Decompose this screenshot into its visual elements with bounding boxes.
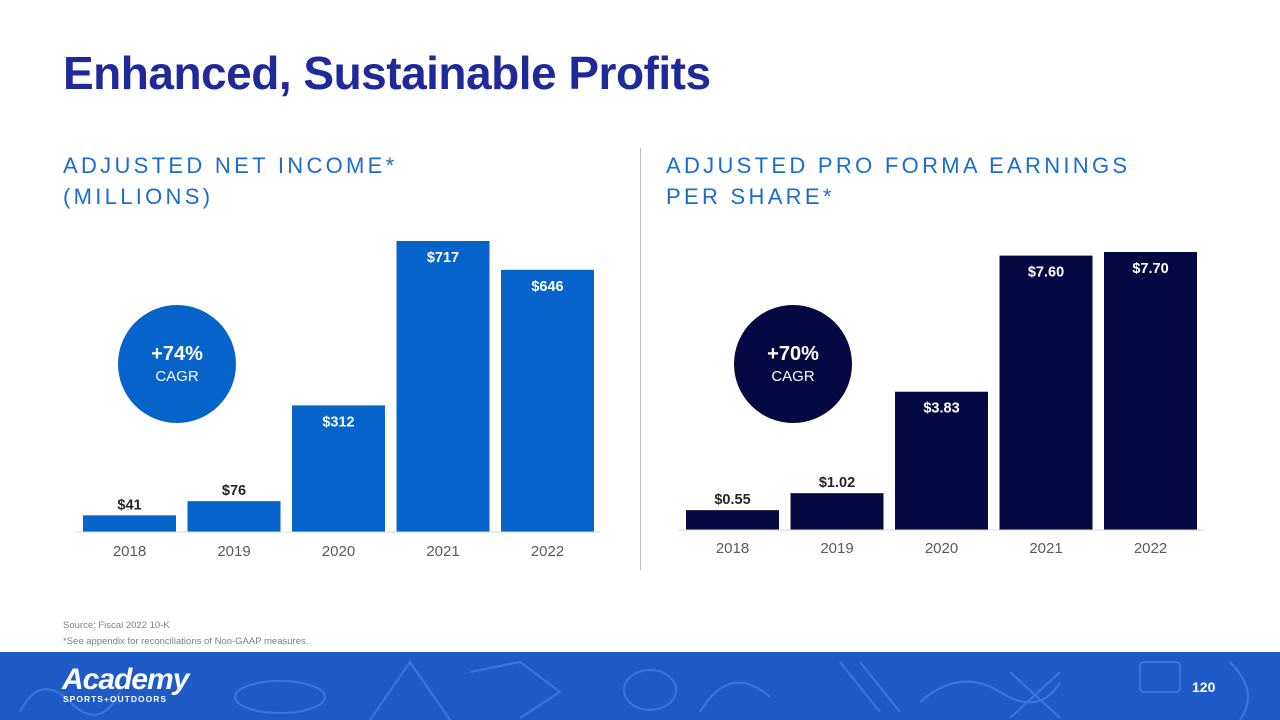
right-cagr-badge: +70% CAGR [734, 305, 852, 423]
data-label-2021: $717 [427, 250, 459, 266]
right-subtitle-line2: PER SHARE* [666, 184, 835, 209]
left-chart-subtitle: ADJUSTED NET INCOME* (MILLIONS) [63, 150, 398, 212]
tick-label-2022: 2022 [531, 543, 564, 560]
right-chart: $0.55$1.02$3.83$7.60 $7.70 2018 2019 2020 20… [678, 252, 1204, 557]
bar-2018 [83, 515, 176, 532]
right-cagr-label: CAGR [771, 368, 815, 385]
tick-label-2021: 2021 [1029, 540, 1062, 557]
tick-label-2019: 2019 [217, 543, 250, 560]
logo-wordmark: Academy [62, 663, 189, 696]
footer-banner: Academy SPORTS+OUTDOORS 120 [0, 652, 1280, 720]
non-gaap-note: *See appendix for reconciliations of Non… [63, 636, 309, 647]
logo-tagline: SPORTS+OUTDOORS [63, 694, 168, 704]
footnotes: Source: Fiscal 2022 10-K *See appendix f… [63, 618, 308, 650]
tick-label-2022: 2022 [1134, 540, 1167, 557]
data-label-2020: $3.83 [923, 401, 959, 417]
page-number: 120 [1192, 679, 1216, 695]
right-tick-labels: 2018 2019 2020 2021 2022 [716, 540, 1167, 557]
left-cagr-badge: +74% CAGR [118, 305, 236, 423]
bar-2022 [1104, 252, 1197, 530]
bar-2019 [790, 493, 884, 530]
bar-2019 [187, 501, 281, 532]
left-subtitle-line2: (MILLIONS) [63, 184, 214, 209]
data-label-2019: $76 [222, 483, 246, 499]
left-tick-labels: 2018 2019 2020 2021 2022 [113, 543, 564, 560]
left-cagr-value: +74% [151, 343, 203, 365]
data-label-2022: $7.70 [1132, 261, 1168, 277]
data-label-2019: $1.02 [819, 475, 855, 491]
tick-label-2018: 2018 [716, 540, 749, 557]
academy-logo: Academy SPORTS+OUTDOORS [62, 663, 189, 705]
bar-2018 [686, 510, 779, 530]
data-label-2022: $646 [531, 279, 563, 295]
page-title: Enhanced, Sustainable Profits [63, 47, 711, 99]
right-chart-subtitle: ADJUSTED PRO FORMA EARNINGS PER SHARE* [666, 150, 1130, 212]
data-label-2018: $41 [117, 497, 141, 513]
data-label-2020: $312 [322, 414, 354, 430]
bar-2020 [895, 391, 988, 530]
tick-label-2020: 2020 [925, 540, 958, 557]
right-subtitle-line1: ADJUSTED PRO FORMA EARNINGS [666, 153, 1131, 178]
data-label-2018: $0.55 [714, 492, 750, 508]
bar-2020 [292, 405, 385, 532]
left-subtitle-line1: ADJUSTED NET INCOME* [63, 153, 398, 178]
chart-divider [640, 148, 641, 570]
tick-label-2021: 2021 [426, 543, 459, 560]
bar-2022 [501, 269, 594, 532]
left-cagr-label: CAGR [155, 368, 199, 385]
bar-2021 [396, 241, 490, 532]
bar-2021 [999, 255, 1093, 530]
tick-label-2018: 2018 [113, 543, 146, 560]
left-bars: $41 $76 $312 $717 $646 [83, 241, 594, 532]
outdoor-pattern-decoration [19, 660, 1249, 720]
right-cagr-circle [734, 305, 852, 423]
right-cagr-value: +70% [767, 343, 819, 365]
source-note: Source: Fiscal 2022 10-K [63, 620, 170, 631]
data-label-2021: $7.60 [1028, 265, 1064, 281]
left-cagr-circle [118, 305, 236, 423]
tick-label-2020: 2020 [322, 543, 355, 560]
left-chart: $41$76$312$717$646 2018 2019 2020 2021 2022 … [75, 241, 600, 560]
tick-label-2019: 2019 [820, 540, 853, 557]
right-bars: $0.55 $1.02 $3.83 $7.60 $7.70 [686, 252, 1197, 530]
